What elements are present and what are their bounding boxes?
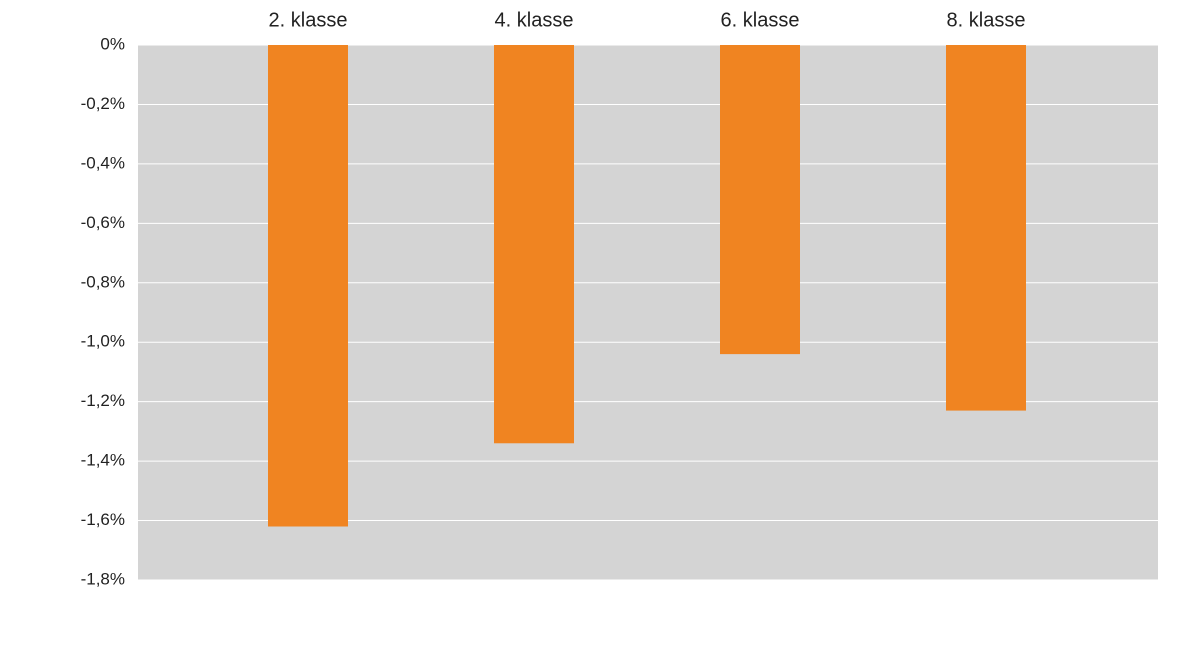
y-tick-label: -1,8% bbox=[81, 569, 125, 588]
x-tick-label: 2. klasse bbox=[269, 9, 348, 31]
bar bbox=[946, 45, 1026, 411]
x-tick-label: 6. klasse bbox=[721, 9, 800, 31]
y-tick-label: -0,6% bbox=[81, 213, 125, 232]
bar bbox=[720, 45, 800, 355]
y-tick-label: 0% bbox=[100, 34, 125, 53]
x-tick-label: 8. klasse bbox=[947, 9, 1026, 31]
x-tick-label: 4. klasse bbox=[495, 9, 574, 31]
y-tick-label: -1,0% bbox=[81, 332, 125, 351]
bar bbox=[494, 45, 574, 444]
y-tick-label: -1,6% bbox=[81, 510, 125, 529]
y-tick-label: -0,8% bbox=[81, 272, 125, 291]
bar bbox=[268, 45, 348, 527]
y-tick-label: -0,4% bbox=[81, 153, 125, 172]
y-tick-label: -1,2% bbox=[81, 391, 125, 410]
y-tick-label: -1,4% bbox=[81, 451, 125, 470]
y-tick-label: -0,2% bbox=[81, 94, 125, 113]
